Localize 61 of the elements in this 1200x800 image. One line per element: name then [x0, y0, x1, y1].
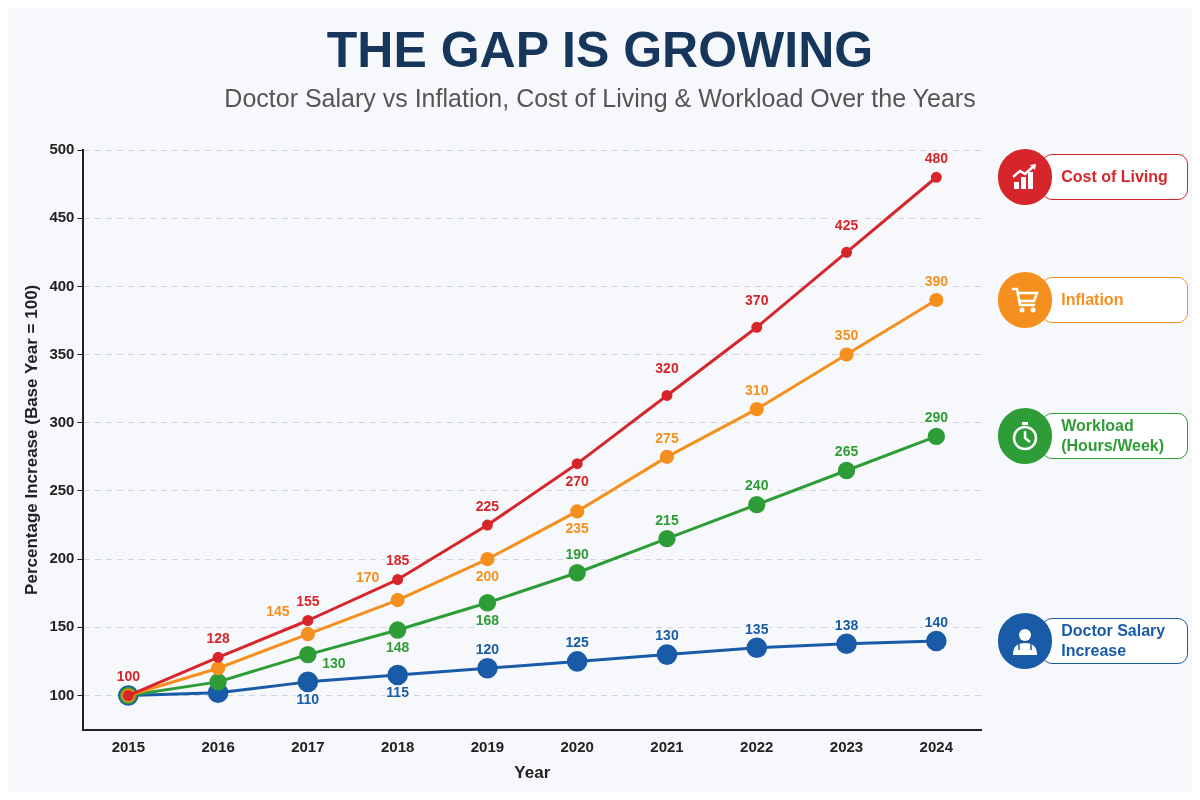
data-label: 170 [355, 568, 380, 585]
data-label: 120 [475, 641, 500, 658]
x-tick-label: 2020 [560, 737, 594, 755]
y-tick-label: 250 [49, 481, 75, 499]
data-label: 390 [924, 272, 949, 289]
data-label: 480 [924, 150, 949, 167]
data-label: 145 [266, 603, 290, 619]
data-label: 135 [745, 620, 769, 637]
data-label: 310 [745, 381, 769, 398]
y-tick-label: 400 [49, 276, 75, 294]
data-label: 425 [834, 217, 859, 234]
x-tick-label: 2015 [111, 737, 145, 755]
data-label: 215 [655, 511, 679, 528]
legend-label: Doctor Salary Increase [1061, 620, 1167, 661]
x-tick-label: 2022 [740, 737, 774, 755]
data-label: 370 [745, 292, 769, 309]
x-tick-label: 2017 [291, 737, 325, 755]
x-tick-label: 2016 [201, 737, 235, 755]
x-tick-label: 2019 [470, 737, 505, 755]
y-tick-label: 500 [49, 140, 75, 158]
y-tick-label: 150 [49, 617, 75, 635]
text: Inflation [1061, 290, 1124, 310]
data-label: 110 [296, 690, 320, 707]
data-label: 125 [565, 634, 590, 651]
x-tick-label: 2021 [650, 737, 684, 755]
data-label: 100 [116, 668, 141, 685]
x-tick-label: 2024 [919, 737, 954, 755]
y-axis-title: Percentage Increase (Base Year = 100) [21, 284, 41, 595]
data-label: 320 [655, 360, 679, 377]
y-tick-label: 200 [49, 549, 75, 567]
data-label: 240 [745, 477, 769, 494]
text: Workload (Hours/Week) [1061, 416, 1166, 457]
data-label: 130 [322, 655, 346, 672]
data-label: 140 [924, 613, 949, 630]
data-label: 225 [475, 497, 500, 514]
chart-title: THE GAP IS GROWING [325, 22, 875, 78]
y-tick-label: 350 [49, 344, 75, 362]
data-label: 265 [834, 443, 859, 460]
data-label: 350 [834, 327, 859, 344]
y-tick-label: 100 [49, 685, 75, 703]
data-label: 185 [385, 552, 410, 569]
data-label: 290 [924, 409, 949, 426]
data-label: 235 [565, 520, 590, 537]
y-tick-label: 450 [49, 208, 75, 226]
data-label: 200 [475, 567, 500, 584]
data-label: 128 [206, 630, 230, 647]
data-label: 138 [834, 616, 859, 633]
y-tick-label: 300 [49, 412, 75, 430]
chart-subtitle: Doctor Salary vs Inflation, Cost of Living & Workload Over the Years [223, 84, 977, 113]
data-label: 190 [565, 545, 590, 562]
data-label: 275 [655, 429, 679, 446]
text: Cost of Living [1061, 167, 1168, 188]
x-tick-label: 2023 [829, 737, 864, 755]
data-label: 168 [475, 611, 500, 628]
data-label: 130 [655, 627, 679, 644]
x-tick-label: 2018 [380, 737, 415, 755]
data-label: 155 [296, 593, 320, 610]
data-label: 270 [565, 472, 590, 489]
data-label: 148 [385, 638, 410, 655]
x-axis-title: Year [514, 763, 551, 783]
data-label: 115 [386, 683, 410, 700]
